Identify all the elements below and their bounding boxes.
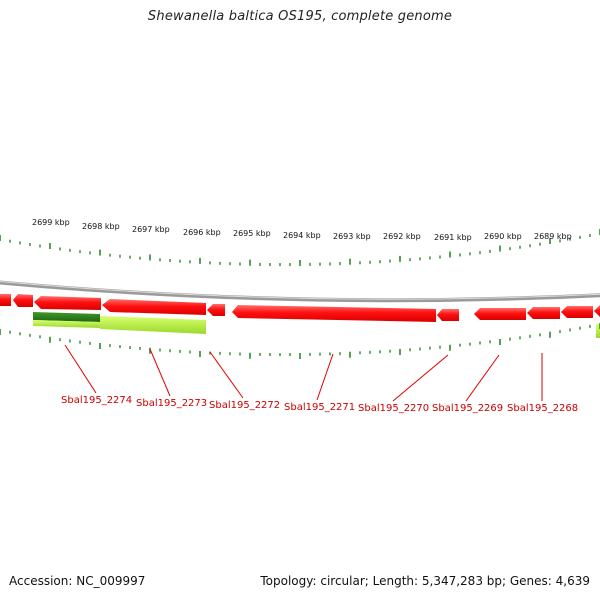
scale-label-2692: 2692 kbp [383,232,421,241]
upper-scale-ticks [0,229,600,267]
accession-text: Accession: NC_009997 [9,574,146,588]
gene-label-2270[interactable]: Sbal195_2270 [358,403,429,414]
gene-label-2274[interactable]: Sbal195_2274 [61,395,132,406]
gene-label-2271[interactable]: Sbal195_2271 [284,402,355,413]
gene-arrow[interactable] [594,305,600,317]
gene-arrow[interactable] [207,304,225,316]
feature-bar-light[interactable] [33,320,100,328]
callout-line [209,351,244,399]
scale-label-2691: 2691 kbp [434,233,472,242]
gene-track [0,294,600,322]
callout-line [64,344,97,394]
gene-label-2273[interactable]: Sbal195_2273 [136,398,207,409]
map-title: Shewanella baltica OS195, complete genom… [147,9,453,24]
scale-label-2698: 2698 kbp [82,222,120,231]
genome-backbone-highlight [0,280,600,300]
scale-label-2694: 2694 kbp [283,231,321,240]
feature-track [33,312,600,338]
lower-scale-ticks [0,323,600,359]
gene-callouts [64,344,543,402]
feature-bar-light[interactable] [596,324,600,338]
gene-arrow[interactable] [437,309,459,321]
feature-bar-light[interactable] [100,316,206,334]
gene-arrow[interactable] [13,294,33,307]
scale-label-2689: 2689 kbp [534,232,572,241]
gene-arrow[interactable] [34,296,101,310]
callout-line [149,348,171,397]
gene-label-2268[interactable]: Sbal195_2268 [507,403,578,414]
genome-summary-text: Topology: circular; Length: 5,347,283 bp… [260,574,590,588]
gene-arrow[interactable] [561,306,593,318]
feature-bar-dark[interactable] [33,312,100,322]
callout-line [465,354,500,402]
scale-label-2696: 2696 kbp [183,228,221,237]
gene-arrow[interactable] [102,299,206,315]
scale-label-2699: 2699 kbp [32,218,70,227]
scale-label-2695: 2695 kbp [233,229,271,238]
scale-label-2693: 2693 kbp [333,232,371,241]
gene-arrow[interactable] [0,294,11,306]
gene-arrow[interactable] [232,305,436,322]
gene-label-2269[interactable]: Sbal195_2269 [432,403,503,414]
scale-label-2690: 2690 kbp [484,232,522,241]
scale-label-2697: 2697 kbp [132,225,170,234]
scale-labels: 2699 kbp 2698 kbp 2697 kbp 2696 kbp 2695… [32,218,572,242]
callout-line [316,353,334,401]
gene-arrow[interactable] [527,307,560,319]
gene-label-2272[interactable]: Sbal195_2272 [209,400,280,411]
genome-backbone [0,280,600,303]
callout-line [392,354,449,402]
gene-arrow[interactable] [474,308,526,320]
gene-labels: Sbal195_2274 Sbal195_2273 Sbal195_2272 S… [61,395,578,414]
